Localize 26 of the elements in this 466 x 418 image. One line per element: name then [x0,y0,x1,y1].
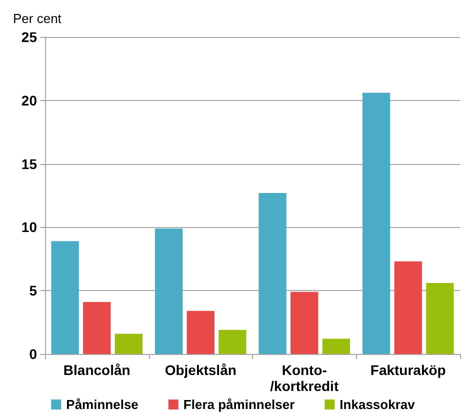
x-tick-label: Fakturaköp [370,362,446,378]
y-axis-title: Per cent [13,11,62,26]
bar [154,228,183,354]
legend-label: Påminnelse [66,397,138,412]
x-tick-label: Objektslån [164,362,236,378]
bar [394,261,422,354]
x-tick-label: Konto- /kortkredit [270,362,339,394]
bar [362,92,390,354]
y-tick-label: 15 [21,156,38,172]
y-tick-label: 10 [21,219,38,236]
y-tick-label: 0 [29,346,38,362]
bar [322,338,350,354]
bar [83,302,111,354]
legend-label: Inkassokrav [340,397,416,412]
x-tick-label: Blancolån [63,362,130,378]
bar [258,192,286,354]
bar [114,334,143,354]
y-tick-label: 25 [21,29,38,45]
bar [290,292,318,354]
bar [51,241,79,354]
bar [426,282,454,354]
y-tick-label: 5 [29,282,38,299]
bar [186,310,214,354]
legend-label: Flera påminnelser [183,397,295,412]
y-tick-label: 20 [21,92,38,108]
bar [218,330,246,354]
